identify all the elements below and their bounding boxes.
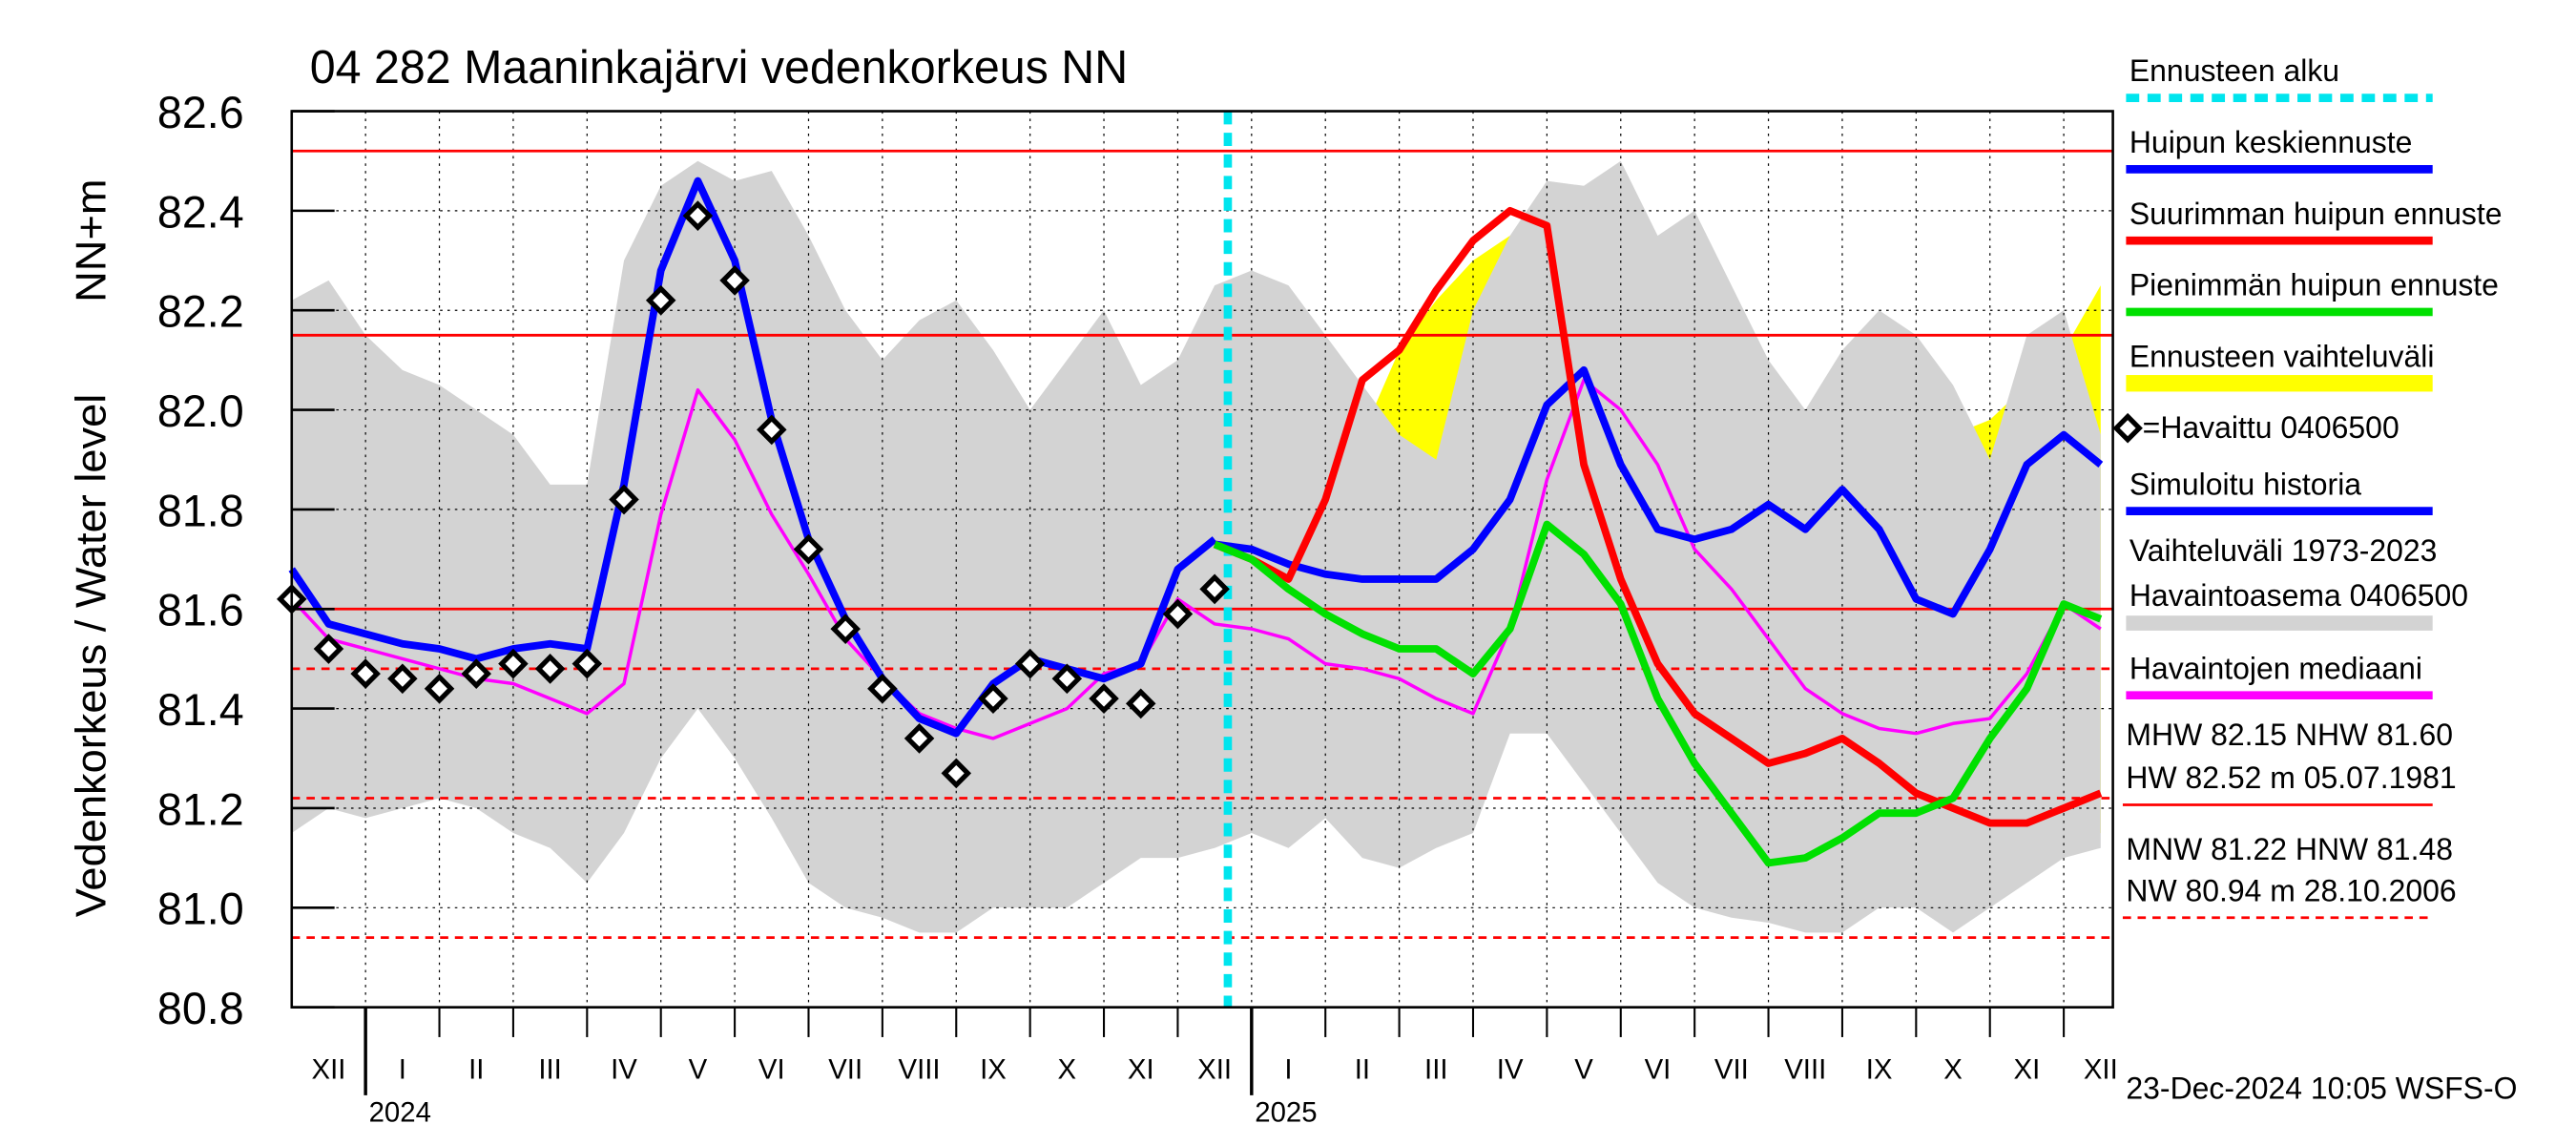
observed-marker [498, 648, 529, 679]
observed-marker [1051, 663, 1083, 695]
legend-label: Vaihteluväli 1973-2023 [2129, 533, 2438, 568]
x-tick-label: III [1424, 1053, 1447, 1085]
y-tick-label: 81.0 [157, 885, 244, 934]
observed-marker [461, 658, 491, 689]
footer: 23-Dec-2024 10:05 WSFS-O [2126, 1071, 2517, 1105]
x-tick-label: VII [1714, 1053, 1749, 1085]
legend-label: Havaintoasema 0406500 [2129, 578, 2468, 613]
observed-marker [1125, 688, 1156, 719]
x-tick-label: III [538, 1053, 561, 1085]
observed-marker [313, 634, 344, 664]
x-tick-label: IV [611, 1053, 637, 1085]
observed-marker [904, 723, 935, 754]
chart-title: 04 282 Maaninkajärvi vedenkorkeus NN [310, 42, 1128, 94]
x-tick-label: IX [1866, 1053, 1893, 1085]
legend-label: Pienimmän huipun ennuste [2129, 267, 2499, 302]
y-tick-label: 81.6 [157, 586, 244, 635]
x-tick-label: VI [1645, 1053, 1672, 1085]
observed-marker [350, 658, 381, 689]
y-tick-label: 81.2 [157, 784, 244, 834]
y-axis-unit: NN+m [67, 179, 115, 302]
x-tick-label: X [1943, 1053, 1963, 1085]
y-tick-label: 82.2 [157, 286, 244, 336]
y-tick-label: 82.6 [157, 88, 244, 137]
plot-frame [290, 110, 2114, 1009]
x-tick-label: V [1574, 1053, 1593, 1085]
observed-marker [571, 648, 603, 679]
x-tick-label: II [468, 1053, 484, 1085]
observed-marker [682, 200, 714, 231]
legend-label: Suurimman huipun ennuste [2129, 197, 2503, 231]
series-line [1214, 365, 2104, 618]
y-tick-label: 81.4 [157, 685, 244, 735]
observed-marker [387, 663, 418, 695]
observed-marker [1199, 573, 1230, 605]
y-tick-label: 81.8 [157, 486, 244, 535]
range-band [291, 160, 2101, 933]
x-tick-label: IX [980, 1053, 1007, 1085]
x-tick-label: XII [2084, 1053, 2118, 1085]
observed-marker [534, 654, 566, 684]
observed-marker [1162, 598, 1194, 630]
x-tick-label: VII [828, 1053, 862, 1085]
legend-label: Havaintojen mediaani [2129, 651, 2422, 685]
legend-label: =Havaittu 0406500 [2143, 410, 2399, 445]
legend-label: Ennusteen alku [2129, 53, 2339, 88]
x-tick-label: VIII [1784, 1053, 1826, 1085]
observed-marker [1089, 683, 1119, 715]
observed-marker [793, 533, 824, 565]
observed-marker [830, 614, 861, 644]
y-tick-label: 82.0 [157, 386, 244, 436]
x-tick-label: I [399, 1053, 406, 1085]
stat-label: HW 82.52 m 05.07.1981 [2126, 760, 2456, 795]
observed-marker [941, 758, 972, 789]
observed-marker [609, 484, 639, 515]
y-tick-label: 80.8 [157, 984, 244, 1033]
legend-label: Simuloitu historia [2129, 467, 2361, 501]
year-label: 2025 [1255, 1097, 1317, 1129]
x-tick-label: I [1284, 1053, 1292, 1085]
observed-marker [757, 414, 787, 446]
series-line [288, 177, 1217, 738]
observed-marker [1014, 648, 1046, 679]
observed-marker [867, 673, 898, 704]
x-tick-label: IV [1497, 1053, 1524, 1085]
plot-area: 80.8 81.0 81.2 81.4 81.6 81.8 82.0 82.2 82.4 82.6… [157, 88, 2118, 1129]
stat-label: NW 80.94 m 28.10.2006 [2126, 873, 2456, 907]
series-line [1213, 520, 2103, 867]
observed-marker [645, 284, 676, 316]
year-label: 2024 [369, 1097, 431, 1129]
x-tick-label: VIII [899, 1053, 941, 1085]
observed-marker [719, 265, 750, 296]
x-tick-label: V [689, 1053, 708, 1085]
legend-swatch [2126, 375, 2433, 392]
x-tick-label: X [1058, 1053, 1077, 1085]
x-tick-label: XI [2014, 1053, 2041, 1085]
legend-swatch [2126, 615, 2433, 631]
series-line [290, 378, 2102, 740]
legend-label: Ennusteen vaihteluväli [2129, 339, 2435, 373]
stat-label: MHW 82.15 NHW 81.60 [2126, 718, 2453, 752]
x-tick-label: VI [758, 1053, 785, 1085]
x-tick-label: XII [312, 1053, 346, 1085]
legend: Ennusteen alku Huipun keskiennuste Suurimm… [2112, 53, 2503, 920]
legend-swatch [2112, 412, 2143, 444]
legend-label: Huipun keskiennuste [2129, 125, 2413, 159]
x-tick-label: II [1355, 1053, 1370, 1085]
y-tick-label: 82.4 [157, 187, 244, 237]
series-line [1213, 206, 2103, 827]
y-axis-label: Vedenkorkeus / Water level [67, 394, 115, 918]
observed-marker [978, 683, 1008, 715]
stat-label: MNW 81.22 HNW 81.48 [2126, 832, 2453, 866]
x-tick-label: XII [1197, 1053, 1232, 1085]
x-tick-label: XI [1128, 1053, 1154, 1085]
observed-marker [424, 673, 455, 704]
